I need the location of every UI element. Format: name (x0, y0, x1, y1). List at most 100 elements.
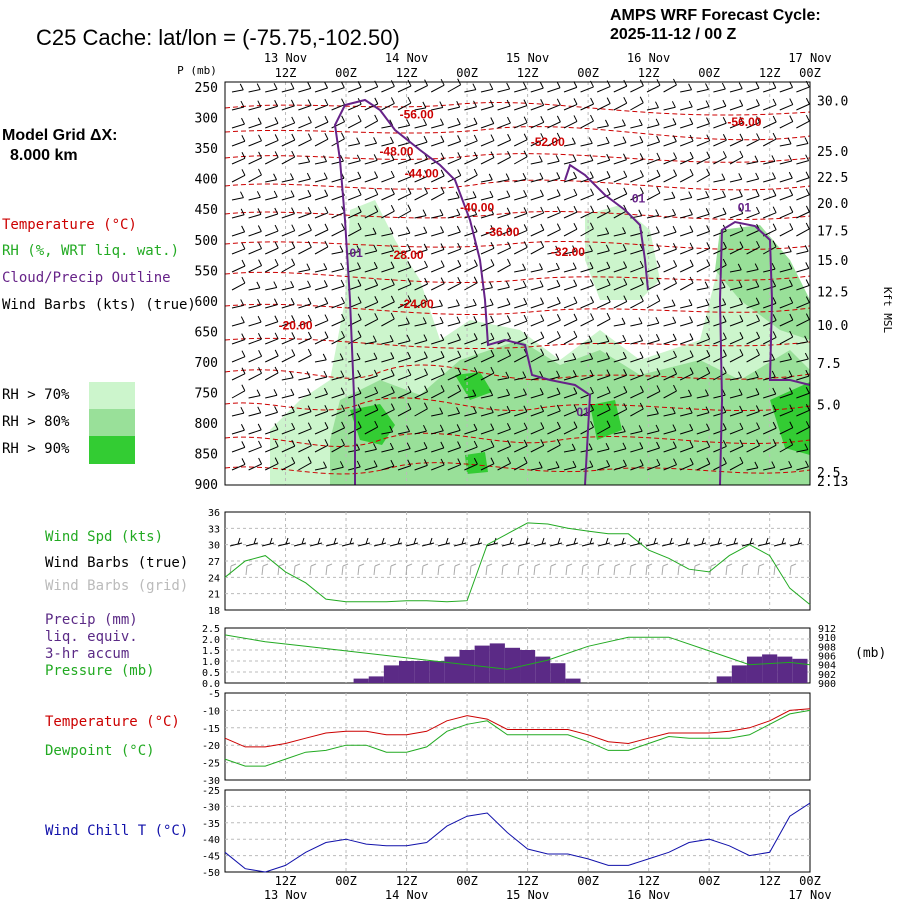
wind-barb-staff (729, 230, 744, 237)
wind-barb-staff (281, 230, 295, 237)
precip-tick-label: 0.5 (202, 668, 220, 679)
wind-barb-flag (556, 279, 561, 287)
wind-barb-flag (523, 422, 528, 430)
wind-barb-flag (655, 316, 660, 324)
wind-barb-flag (439, 316, 444, 324)
wind-barb-flag (738, 82, 743, 89)
pressure-tick-label: 700 (195, 356, 218, 371)
wind-barb-grid-flag (646, 563, 653, 567)
wind-barb-grid-flag (454, 563, 461, 567)
wind-barb-true-flag (733, 537, 737, 545)
wind-barb-flag (356, 352, 361, 360)
wind-barb-flag (440, 135, 445, 142)
wind-barb-staff (630, 124, 643, 129)
wind-barb-staff (547, 229, 561, 237)
wind-barb-flag (739, 439, 744, 447)
wind-barb-staff (514, 88, 527, 93)
wind-barb-staff (364, 301, 378, 309)
temperature-contour-label: -40.00 (460, 200, 494, 214)
wind-barb-staff (414, 175, 428, 183)
wind-barb-flag (789, 188, 794, 196)
wind-barb-staff (447, 412, 460, 417)
wind-barb-flag (573, 205, 578, 213)
wind-barb-grid-flag (358, 563, 365, 567)
wind-barb-flag (489, 406, 494, 413)
wind-barb-staff (331, 121, 345, 129)
wind-barb-staff (431, 107, 443, 111)
wind-barb-flag (571, 137, 576, 145)
wind-barb-staff (497, 88, 510, 93)
wind-barb-flag (639, 136, 644, 143)
wind-chill-tick-label: -45 (202, 852, 220, 863)
wind-barb-staff (348, 250, 360, 255)
wind-barb-flag (638, 425, 643, 432)
wind-barb-flag (673, 152, 678, 159)
wind-barb-flag (440, 277, 445, 284)
wind-barb-flag (706, 349, 711, 357)
wind-barb-grid (645, 565, 648, 576)
precip-bar (459, 650, 475, 683)
wind-barb-flag (654, 407, 659, 415)
wind-barb-staff (348, 160, 361, 165)
wind-barb-staff (281, 196, 295, 201)
wind-barb-flag (655, 118, 660, 126)
wind-barb-flag (373, 137, 378, 144)
wind-barb-grid-flag (582, 563, 589, 567)
top-hour-label: 12Z (275, 66, 297, 80)
wind-barb-grid-flag (470, 563, 477, 567)
wind-barb-flag (257, 332, 262, 340)
wind-barb-flag (241, 350, 246, 357)
wind-barb-flag (589, 262, 594, 269)
wind-barb-flag (738, 388, 743, 396)
wind-barb-staff (563, 177, 577, 183)
wind-barb-true-flag (669, 537, 673, 545)
wind-barb-flag (656, 368, 661, 375)
wind-barb-staff (265, 139, 279, 147)
wind-barb-flag (739, 116, 744, 124)
wind-barb-grid (789, 565, 792, 576)
wind-barb-staff (464, 214, 477, 219)
wind-barb-flag (473, 406, 477, 414)
wind-barb-flag (307, 439, 312, 446)
wind-barb-flag (406, 425, 411, 432)
wind-barb-flag (357, 279, 362, 286)
wind-barb-staff (331, 444, 345, 453)
wind-barb-flag (555, 245, 560, 253)
wind-barb-flag (789, 206, 794, 213)
wind-barb-flag (473, 168, 478, 176)
wind-barb-staff (563, 427, 578, 435)
wind-barb-flag (571, 443, 576, 451)
wind-barb-flag (455, 299, 460, 306)
wind-barb-staff (331, 466, 344, 471)
wind-barb-staff (348, 177, 361, 183)
wind-barb-flag (523, 190, 528, 197)
wind-barb-flag (672, 316, 677, 324)
wind-barb-staff (314, 138, 329, 147)
wind-barb-flag (606, 403, 611, 410)
wind-barb-flag (754, 263, 759, 270)
wind-barb-staff (630, 249, 644, 255)
wind-barb-flag (788, 460, 793, 468)
wind-barb-flag (573, 330, 578, 338)
pressure-tick-label: 900 (818, 679, 836, 690)
wind-barb-flag (473, 350, 478, 357)
wind-barb-flag (621, 425, 626, 432)
wind-barb-flag (738, 173, 743, 180)
wind-barb-staff (364, 267, 378, 273)
wind-barb-staff (430, 390, 445, 399)
wind-barb-flag (523, 150, 528, 158)
wind-barb-true-flag (781, 537, 785, 545)
wind-barb-flag (424, 294, 428, 302)
wind-barb-flag (472, 298, 477, 306)
top-day-label: 14 Nov (385, 51, 428, 65)
bottom-hour-label: 00Z (698, 874, 720, 888)
wind-barb-staff (231, 106, 245, 111)
wind-barb-staff (580, 120, 594, 129)
wind-barb-staff (248, 157, 262, 165)
precip-legend-line1: Precip (mm) (45, 612, 138, 628)
wind-barb-staff (381, 193, 395, 201)
wind-barb-flag (805, 313, 810, 320)
wind-barb-flag (522, 371, 527, 378)
wind-barb-flag (755, 405, 760, 412)
